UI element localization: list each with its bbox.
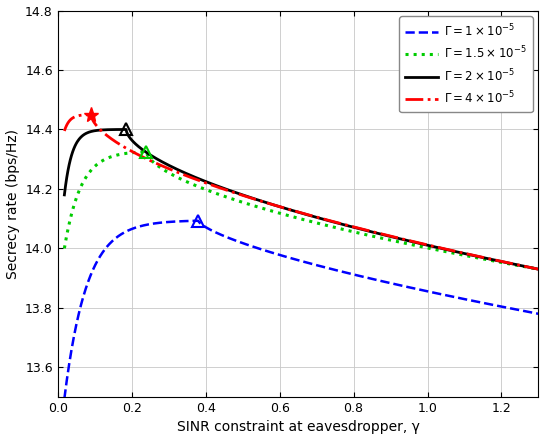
$\Gamma=1\times10^{-5}$ xyxy=(337,268,344,274)
$\Gamma=1.5\times10^{-5}$ xyxy=(421,245,428,250)
Line: $\Gamma=4\times10^{-5}$: $\Gamma=4\times10^{-5}$ xyxy=(64,114,539,269)
X-axis label: SINR constraint at eavesdropper, γ: SINR constraint at eavesdropper, γ xyxy=(177,421,419,434)
$\Gamma=4\times10^{-5}$ xyxy=(87,112,94,117)
$\Gamma=1\times10^{-5}$ xyxy=(90,266,97,271)
$\Gamma=1.5\times10^{-5}$ xyxy=(90,165,97,170)
$\Gamma=2\times10^{-5}$ xyxy=(90,128,97,134)
Legend: $\Gamma=1\times10^{-5}$, $\Gamma=1.5\times10^{-5}$, $\Gamma=2\times10^{-5}$, $\G: $\Gamma=1\times10^{-5}$, $\Gamma=1.5\tim… xyxy=(399,16,533,112)
$\Gamma=4\times10^{-5}$ xyxy=(364,227,370,233)
$\Gamma=4\times10^{-5}$ xyxy=(337,221,344,226)
Y-axis label: Secrecy rate (bps/Hz): Secrecy rate (bps/Hz) xyxy=(5,129,20,279)
$\Gamma=4\times10^{-5}$ xyxy=(349,224,356,229)
$\Gamma=4\times10^{-5}$ xyxy=(470,253,477,258)
$\Gamma=1\times10^{-5}$ xyxy=(421,288,428,293)
$\Gamma=1.5\times10^{-5}$ xyxy=(364,232,370,238)
$\Gamma=4\times10^{-5}$ xyxy=(91,120,97,125)
$\Gamma=4\times10^{-5}$ xyxy=(535,267,542,272)
Line: $\Gamma=1.5\times10^{-5}$: $\Gamma=1.5\times10^{-5}$ xyxy=(64,152,539,269)
$\Gamma=2\times10^{-5}$ xyxy=(535,267,542,272)
$\Gamma=2\times10^{-5}$ xyxy=(421,242,428,247)
$\Gamma=1.5\times10^{-5}$ xyxy=(143,149,150,154)
Line: $\Gamma=1\times10^{-5}$: $\Gamma=1\times10^{-5}$ xyxy=(64,221,539,399)
$\Gamma=1\times10^{-5}$ xyxy=(195,218,201,224)
$\Gamma=1.5\times10^{-5}$ xyxy=(535,267,542,272)
$\Gamma=1\times10^{-5}$ xyxy=(61,396,67,401)
$\Gamma=1\times10^{-5}$ xyxy=(535,311,542,316)
$\Gamma=2\times10^{-5}$ xyxy=(349,224,356,230)
$\Gamma=2\times10^{-5}$ xyxy=(364,228,370,233)
$\Gamma=1\times10^{-5}$ xyxy=(349,271,356,277)
Line: $\Gamma=2\times10^{-5}$: $\Gamma=2\times10^{-5}$ xyxy=(64,129,539,269)
$\Gamma=4\times10^{-5}$ xyxy=(421,242,428,247)
$\Gamma=1.5\times10^{-5}$ xyxy=(337,226,344,231)
$\Gamma=2\times10^{-5}$ xyxy=(337,221,344,227)
$\Gamma=2\times10^{-5}$ xyxy=(123,127,129,132)
$\Gamma=2\times10^{-5}$ xyxy=(470,253,477,258)
$\Gamma=2\times10^{-5}$ xyxy=(61,192,67,198)
$\Gamma=1.5\times10^{-5}$ xyxy=(61,246,67,251)
$\Gamma=4\times10^{-5}$ xyxy=(61,128,67,134)
$\Gamma=1.5\times10^{-5}$ xyxy=(349,229,356,234)
$\Gamma=1\times10^{-5}$ xyxy=(470,298,477,304)
$\Gamma=1\times10^{-5}$ xyxy=(364,275,370,280)
$\Gamma=1.5\times10^{-5}$ xyxy=(470,254,477,260)
